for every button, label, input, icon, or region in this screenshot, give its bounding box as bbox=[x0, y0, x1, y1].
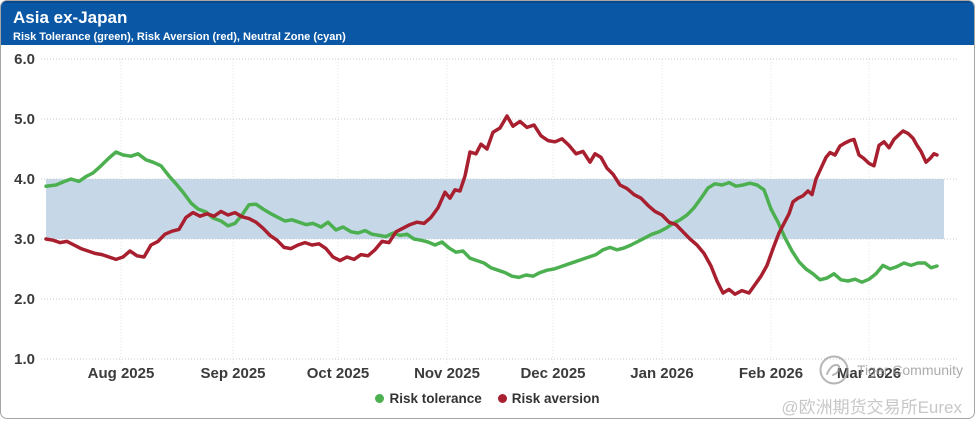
y-tick-label: 3.0 bbox=[14, 231, 35, 248]
risk-aversion-dot-icon bbox=[497, 394, 507, 403]
y-tick-label: 4.0 bbox=[14, 171, 35, 188]
x-tick-label: Jan 2026 bbox=[630, 365, 693, 382]
legend-item-risk-tolerance: Risk tolerance bbox=[375, 391, 482, 406]
chart-subtitle: Risk Tolerance (green), Risk Aversion (r… bbox=[13, 31, 346, 43]
chart-svg: 6.0 5.0 4.0 3.0 2.0 1.0 Aug 2025 Sep 2025 Oct 20… bbox=[14, 51, 959, 382]
x-tick-label: Feb 2026 bbox=[739, 365, 803, 382]
x-tick-label: Aug 2025 bbox=[88, 365, 155, 382]
x-tick-label: Nov 2025 bbox=[414, 365, 480, 382]
legend-label-risk-aversion: Risk aversion bbox=[511, 391, 600, 406]
chart-header: Asia ex-Japan Risk Tolerance (green), Ri… bbox=[1, 1, 974, 45]
chart-legend: Risk tolerance Risk aversion bbox=[1, 391, 974, 406]
y-tick-label: 6.0 bbox=[14, 51, 35, 68]
y-tick-label: 1.0 bbox=[14, 351, 35, 368]
y-tick-label: 2.0 bbox=[14, 291, 35, 308]
chart-title: Asia ex-Japan bbox=[13, 8, 128, 27]
risk-tolerance-line bbox=[44, 150, 939, 284]
x-tick-label: Dec 2025 bbox=[520, 365, 585, 382]
legend-label-risk-tolerance: Risk tolerance bbox=[389, 391, 482, 406]
risk-tolerance-dot-icon bbox=[375, 394, 385, 403]
x-tick-label: Mar 2026 bbox=[837, 365, 901, 382]
legend-item-risk-aversion: Risk aversion bbox=[497, 391, 600, 406]
x-tick-label: Oct 2025 bbox=[307, 365, 370, 382]
y-tick-label: 5.0 bbox=[14, 111, 35, 128]
x-tick-label: Sep 2025 bbox=[200, 365, 265, 382]
risk-aversion-line bbox=[44, 114, 939, 296]
